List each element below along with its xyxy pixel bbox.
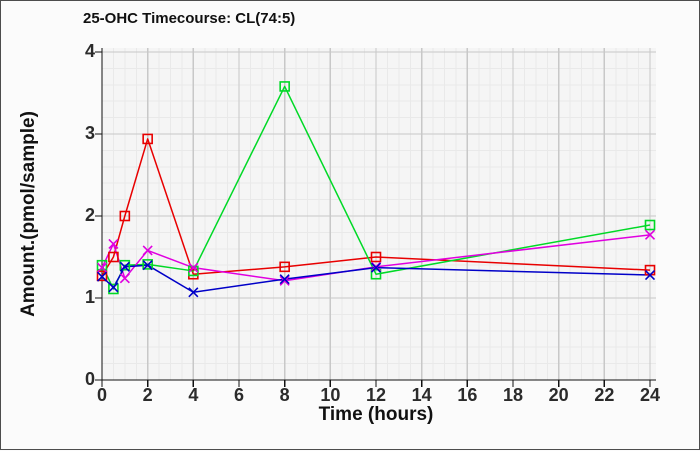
y-tick-label: 3 xyxy=(84,123,95,143)
x-tick-label: 10 xyxy=(320,385,341,405)
x-tick-label: 20 xyxy=(548,385,569,405)
x-axis-label: Time (hours) xyxy=(318,404,434,425)
series-magenta-x-marker xyxy=(142,245,153,256)
series-blue-x-marker xyxy=(142,260,153,271)
x-tick-label: 0 xyxy=(96,385,108,405)
x-tick-label: 8 xyxy=(279,385,290,405)
y-tick-label: 4 xyxy=(84,41,95,61)
series-green-squares-marker xyxy=(188,265,199,277)
series-red-squares-marker xyxy=(142,133,153,145)
x-tick-label: 4 xyxy=(188,385,199,405)
series-green-squares-marker xyxy=(370,268,382,280)
series-red-squares-marker xyxy=(370,251,382,263)
x-tick-label: 2 xyxy=(142,385,153,405)
series-blue-x-marker xyxy=(188,287,199,298)
series-green-squares-marker xyxy=(644,219,656,231)
plot-background xyxy=(102,48,656,380)
series-blue-x-marker xyxy=(370,262,382,273)
series-green-squares-marker xyxy=(279,81,290,92)
y-tick-label: 2 xyxy=(84,205,95,225)
series-magenta-x-marker xyxy=(644,229,656,240)
y-tick-label: 0 xyxy=(84,369,95,389)
series-blue-x-marker xyxy=(96,271,108,282)
x-tick-label: 24 xyxy=(639,385,661,405)
series-blue-x-marker xyxy=(119,261,130,272)
series-magenta-x-marker xyxy=(96,262,108,273)
series-red-squares-marker xyxy=(279,261,290,273)
series-green-squares-marker xyxy=(119,259,131,271)
series-magenta-x-marker xyxy=(108,238,119,249)
series-magenta-x-marker xyxy=(119,273,130,284)
series-red-squares-marker xyxy=(119,210,131,222)
x-tick-label: 18 xyxy=(502,385,524,405)
series-blue-x-marker xyxy=(644,269,656,281)
x-tick-label: 14 xyxy=(411,385,432,405)
series-blue-x-marker xyxy=(279,274,290,285)
x-tick-label: 16 xyxy=(457,385,478,405)
chart-title: 25-OHC Timecourse: CL(74:5) xyxy=(83,10,296,27)
series-green-squares-marker xyxy=(96,259,108,271)
series-red-squares-marker xyxy=(96,270,108,282)
y-tick-label: 1 xyxy=(84,287,95,307)
series-green-squares-marker xyxy=(142,259,153,270)
series-blue-x-marker xyxy=(108,282,119,293)
x-tick-label: 6 xyxy=(233,385,245,405)
series-red-squares-marker xyxy=(108,251,119,263)
x-tick-label: 12 xyxy=(365,385,387,405)
x-tick-label: 22 xyxy=(594,385,615,405)
series-magenta-x-marker xyxy=(188,262,199,273)
series-magenta-x-marker xyxy=(279,275,290,286)
y-axis-label: Amount.(pmol/sample) xyxy=(18,111,39,317)
series-green-squares-marker xyxy=(108,283,119,295)
